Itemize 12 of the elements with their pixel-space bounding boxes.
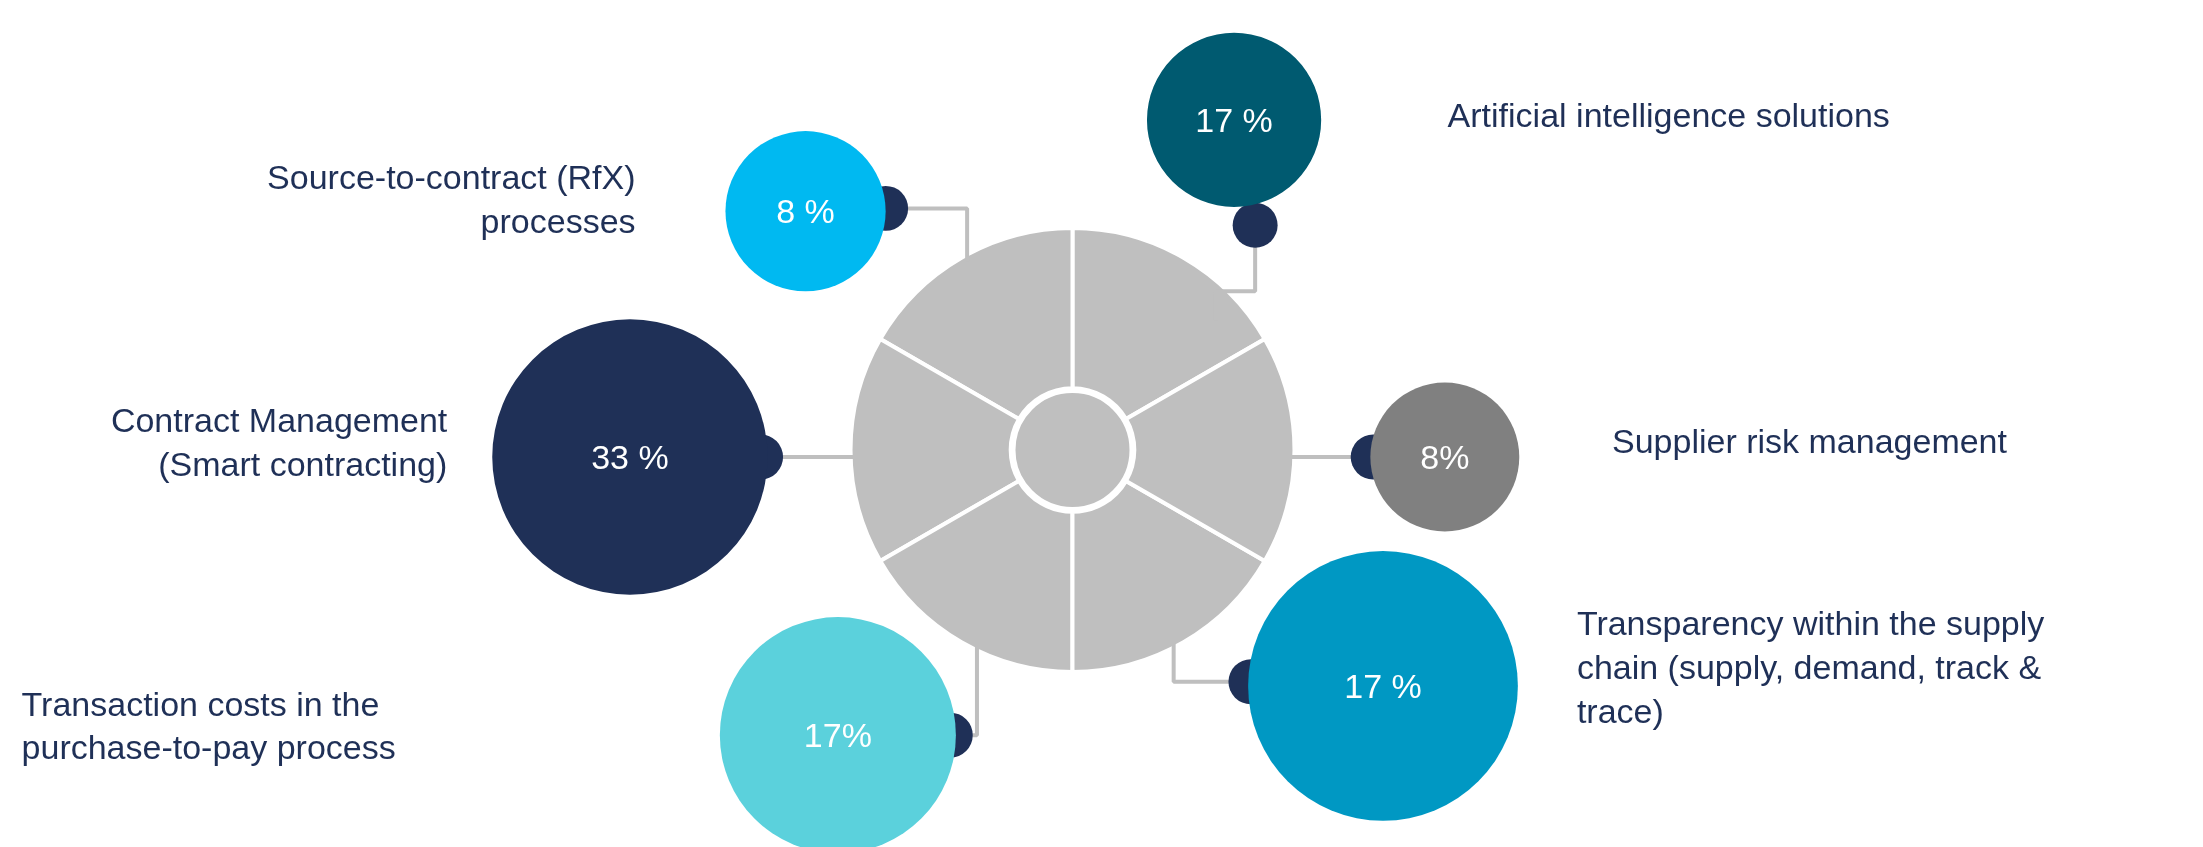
data-label: 8 % xyxy=(776,192,835,231)
category-label: Supplier risk management xyxy=(1612,421,2008,460)
data-label: 17 % xyxy=(1344,666,1422,705)
category-label: Transparency within the supply chain (supply, demand, track & trace) xyxy=(1576,604,2045,730)
category-label: Artificial intelligence solutions xyxy=(1447,96,1890,135)
data-label: 8% xyxy=(1420,438,1470,477)
data-label: 17 % xyxy=(1195,100,1273,139)
data-label: 33 % xyxy=(591,438,669,477)
category-label: Contract Management (Smart contracting) xyxy=(110,400,448,483)
data-label: 17% xyxy=(803,716,872,755)
category-label: Transaction costs in the purchase-to-pay process xyxy=(21,684,396,767)
category-label: Source-to-contract (RfX) processes xyxy=(267,157,636,240)
